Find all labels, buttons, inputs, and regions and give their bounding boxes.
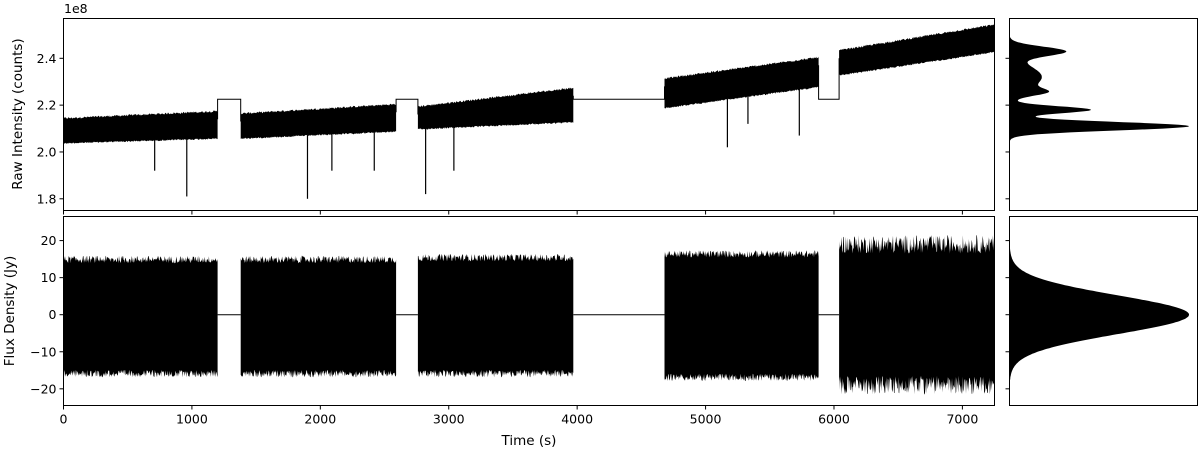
flux-segment-4 [664,250,819,381]
flux-density-y-axis: −20 −10 0 10 20 [30,233,64,396]
flux-density-histogram-panel [1005,216,1198,406]
x-tick-label-7: 7000 [946,412,978,427]
raw-segment-5 [839,23,995,76]
raw-intensity-panel: 1.8 2.0 2.2 2.4 1e8 Raw Intensity (counts) [10,1,995,215]
raw-intensity-x-axis [63,210,963,215]
flux-density-histogram-frame [1009,216,1198,406]
flux-segment-1 [63,255,218,378]
y-tick-label-1: 2.0 [37,144,57,159]
x-tick-label-4: 4000 [561,412,593,427]
raw-intensity-histogram-frame [1009,18,1198,211]
x-tick-label-3: 3000 [433,412,465,427]
raw-gap-4 [818,58,840,100]
raw-gap-1 [217,98,242,122]
raw-intensity-frame [63,18,995,211]
raw-segment-4 [664,56,819,109]
x-tick-label-2: 2000 [304,412,336,427]
raw-segment-3 [417,87,574,130]
x-tick-label-6: 6000 [818,412,850,427]
raw-intensity-y-axis: 1.8 2.0 2.2 2.4 [37,51,64,206]
x-tick-label-0: 0 [60,412,68,427]
y-tick-label-3: 10 [41,270,57,285]
y-tick-label-1: −10 [30,344,56,359]
time-xlabel: Time (s) [501,433,557,449]
y-tick-label-3: 2.4 [37,51,57,66]
y-tick-label-2: 2.2 [37,98,57,113]
flux-density-trace [63,235,995,395]
y-tick-label-0: −20 [30,381,56,396]
raw-intensity-histogram-panel [1005,18,1198,211]
y-tick-label-0: 1.8 [37,191,57,206]
x-tick-label-1: 1000 [176,412,208,427]
y-tick-label-2: 0 [49,307,57,322]
flux-density-panel: −20 −10 0 10 20 0 1000 2000 3000 4000 5000 6000 700… [2,216,995,449]
flux-density-ylabel: Flux Density (Jy) [2,256,18,366]
flux-segment-2 [240,255,397,378]
flux-density-histogram-y-ticks [1005,240,1010,390]
raw-intensity-histogram [1009,18,1189,211]
raw-segment-2 [240,103,397,139]
raw-segment-1 [63,110,218,144]
flux-density-x-axis: 0 1000 2000 3000 4000 5000 6000 7000 [60,405,978,427]
raw-intensity-trace [63,23,995,199]
raw-gap-3 [572,86,665,100]
raw-intensity-histogram-y-ticks [1005,57,1010,200]
x-tick-label-5: 5000 [690,412,722,427]
flux-segment-5 [839,235,995,395]
offset-text: 1e8 [64,1,88,16]
flux-segment-3 [417,253,574,378]
raw-intensity-ylabel: Raw Intensity (counts) [10,38,26,189]
y-tick-label-4: 20 [41,233,57,248]
raw-gap-2 [395,98,419,115]
flux-density-histogram [1009,216,1189,406]
flux-density-frame [63,216,995,406]
